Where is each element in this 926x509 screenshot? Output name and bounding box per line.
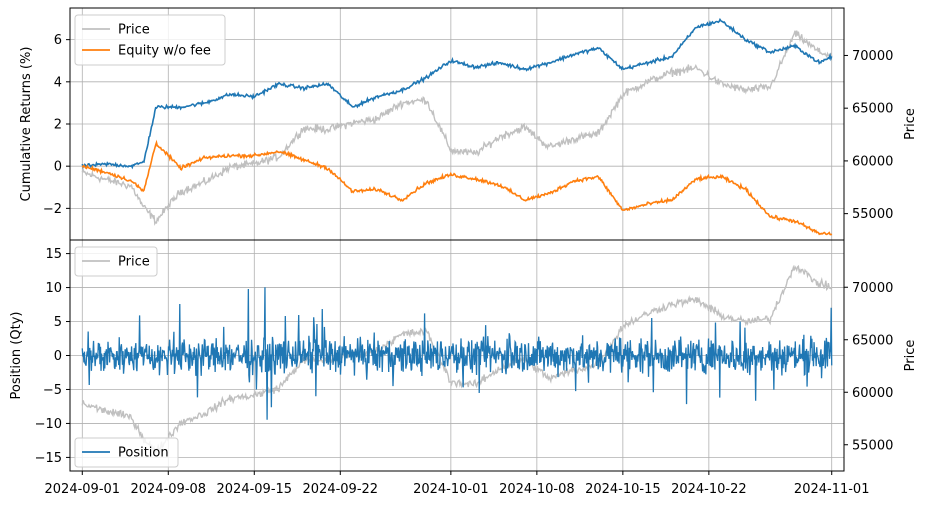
legend-label: Equity w/o fee — [118, 44, 211, 59]
bottom-plot-area — [81, 264, 833, 454]
price-line-top — [81, 30, 833, 226]
x-tick-label: 2024-10-01 — [413, 482, 489, 497]
bottom-left-tick-label: 0 — [54, 349, 62, 364]
bottom-y-axis-title: Position (Qty) — [9, 312, 24, 400]
bottom-position-legend: Position — [74, 437, 179, 468]
top-left-tick-label: −2 — [43, 202, 62, 217]
top-plot-area — [81, 17, 833, 236]
bottom-right-tick-label: 65000 — [852, 333, 893, 348]
x-tick-label: 2024-10-15 — [585, 482, 661, 497]
x-tick-label: 2024-09-15 — [217, 482, 293, 497]
bottom-price-legend: Price — [74, 246, 158, 277]
legend-label: Position — [118, 446, 169, 461]
bottom-right-tick-label: 55000 — [852, 438, 893, 453]
top-y-axis-title: Cumulative Returns (%) — [19, 47, 34, 202]
top-legend-box — [74, 14, 226, 66]
x-tick-label: 2024-09-22 — [303, 482, 379, 497]
top-left-tick-label: 6 — [54, 33, 62, 48]
legend-label: Price — [118, 255, 150, 270]
top-left-tick-label: 0 — [54, 160, 62, 175]
x-tick-label: 2024-11-01 — [794, 482, 870, 497]
top-right-tick-label: 65000 — [852, 102, 893, 117]
x-tick-label: 2024-10-08 — [499, 482, 575, 497]
x-tick-label: 2024-09-08 — [131, 482, 207, 497]
equity-wo-fee-line — [81, 139, 833, 236]
top-legend: Price Equity w/o fee — [74, 14, 226, 66]
top-y2-axis-title: Price — [903, 108, 918, 140]
top-right-tick-label: 70000 — [852, 49, 893, 64]
cumulative-returns-line — [81, 17, 833, 170]
bottom-left-tick-label: −10 — [35, 417, 62, 432]
bottom-left-tick-label: 15 — [45, 247, 62, 262]
price-line-bottom — [81, 264, 833, 454]
bottom-left-tick-label: 10 — [45, 281, 62, 296]
top-right-tick-label: 60000 — [852, 154, 893, 169]
bottom-left-tick-label: −15 — [35, 451, 62, 466]
bottom-left-tick-label: −5 — [43, 383, 62, 398]
bottom-right-tick-label: 70000 — [852, 281, 893, 296]
top-left-tick-label: 4 — [54, 75, 62, 90]
top-right-tick-label: 55000 — [852, 207, 893, 222]
x-tick-label: 2024-10-22 — [671, 482, 747, 497]
legend-label: Price — [118, 23, 150, 38]
position-line — [81, 287, 833, 420]
bottom-left-tick-label: 5 — [54, 315, 62, 330]
top-left-tick-label: 2 — [54, 118, 62, 133]
bottom-price-legend-box — [74, 246, 158, 277]
bottom-right-tick-label: 60000 — [852, 386, 893, 401]
x-tick-label: 2024-09-01 — [45, 482, 121, 497]
bottom-position-legend-box — [74, 437, 179, 468]
bottom-y2-axis-title: Price — [903, 340, 918, 372]
